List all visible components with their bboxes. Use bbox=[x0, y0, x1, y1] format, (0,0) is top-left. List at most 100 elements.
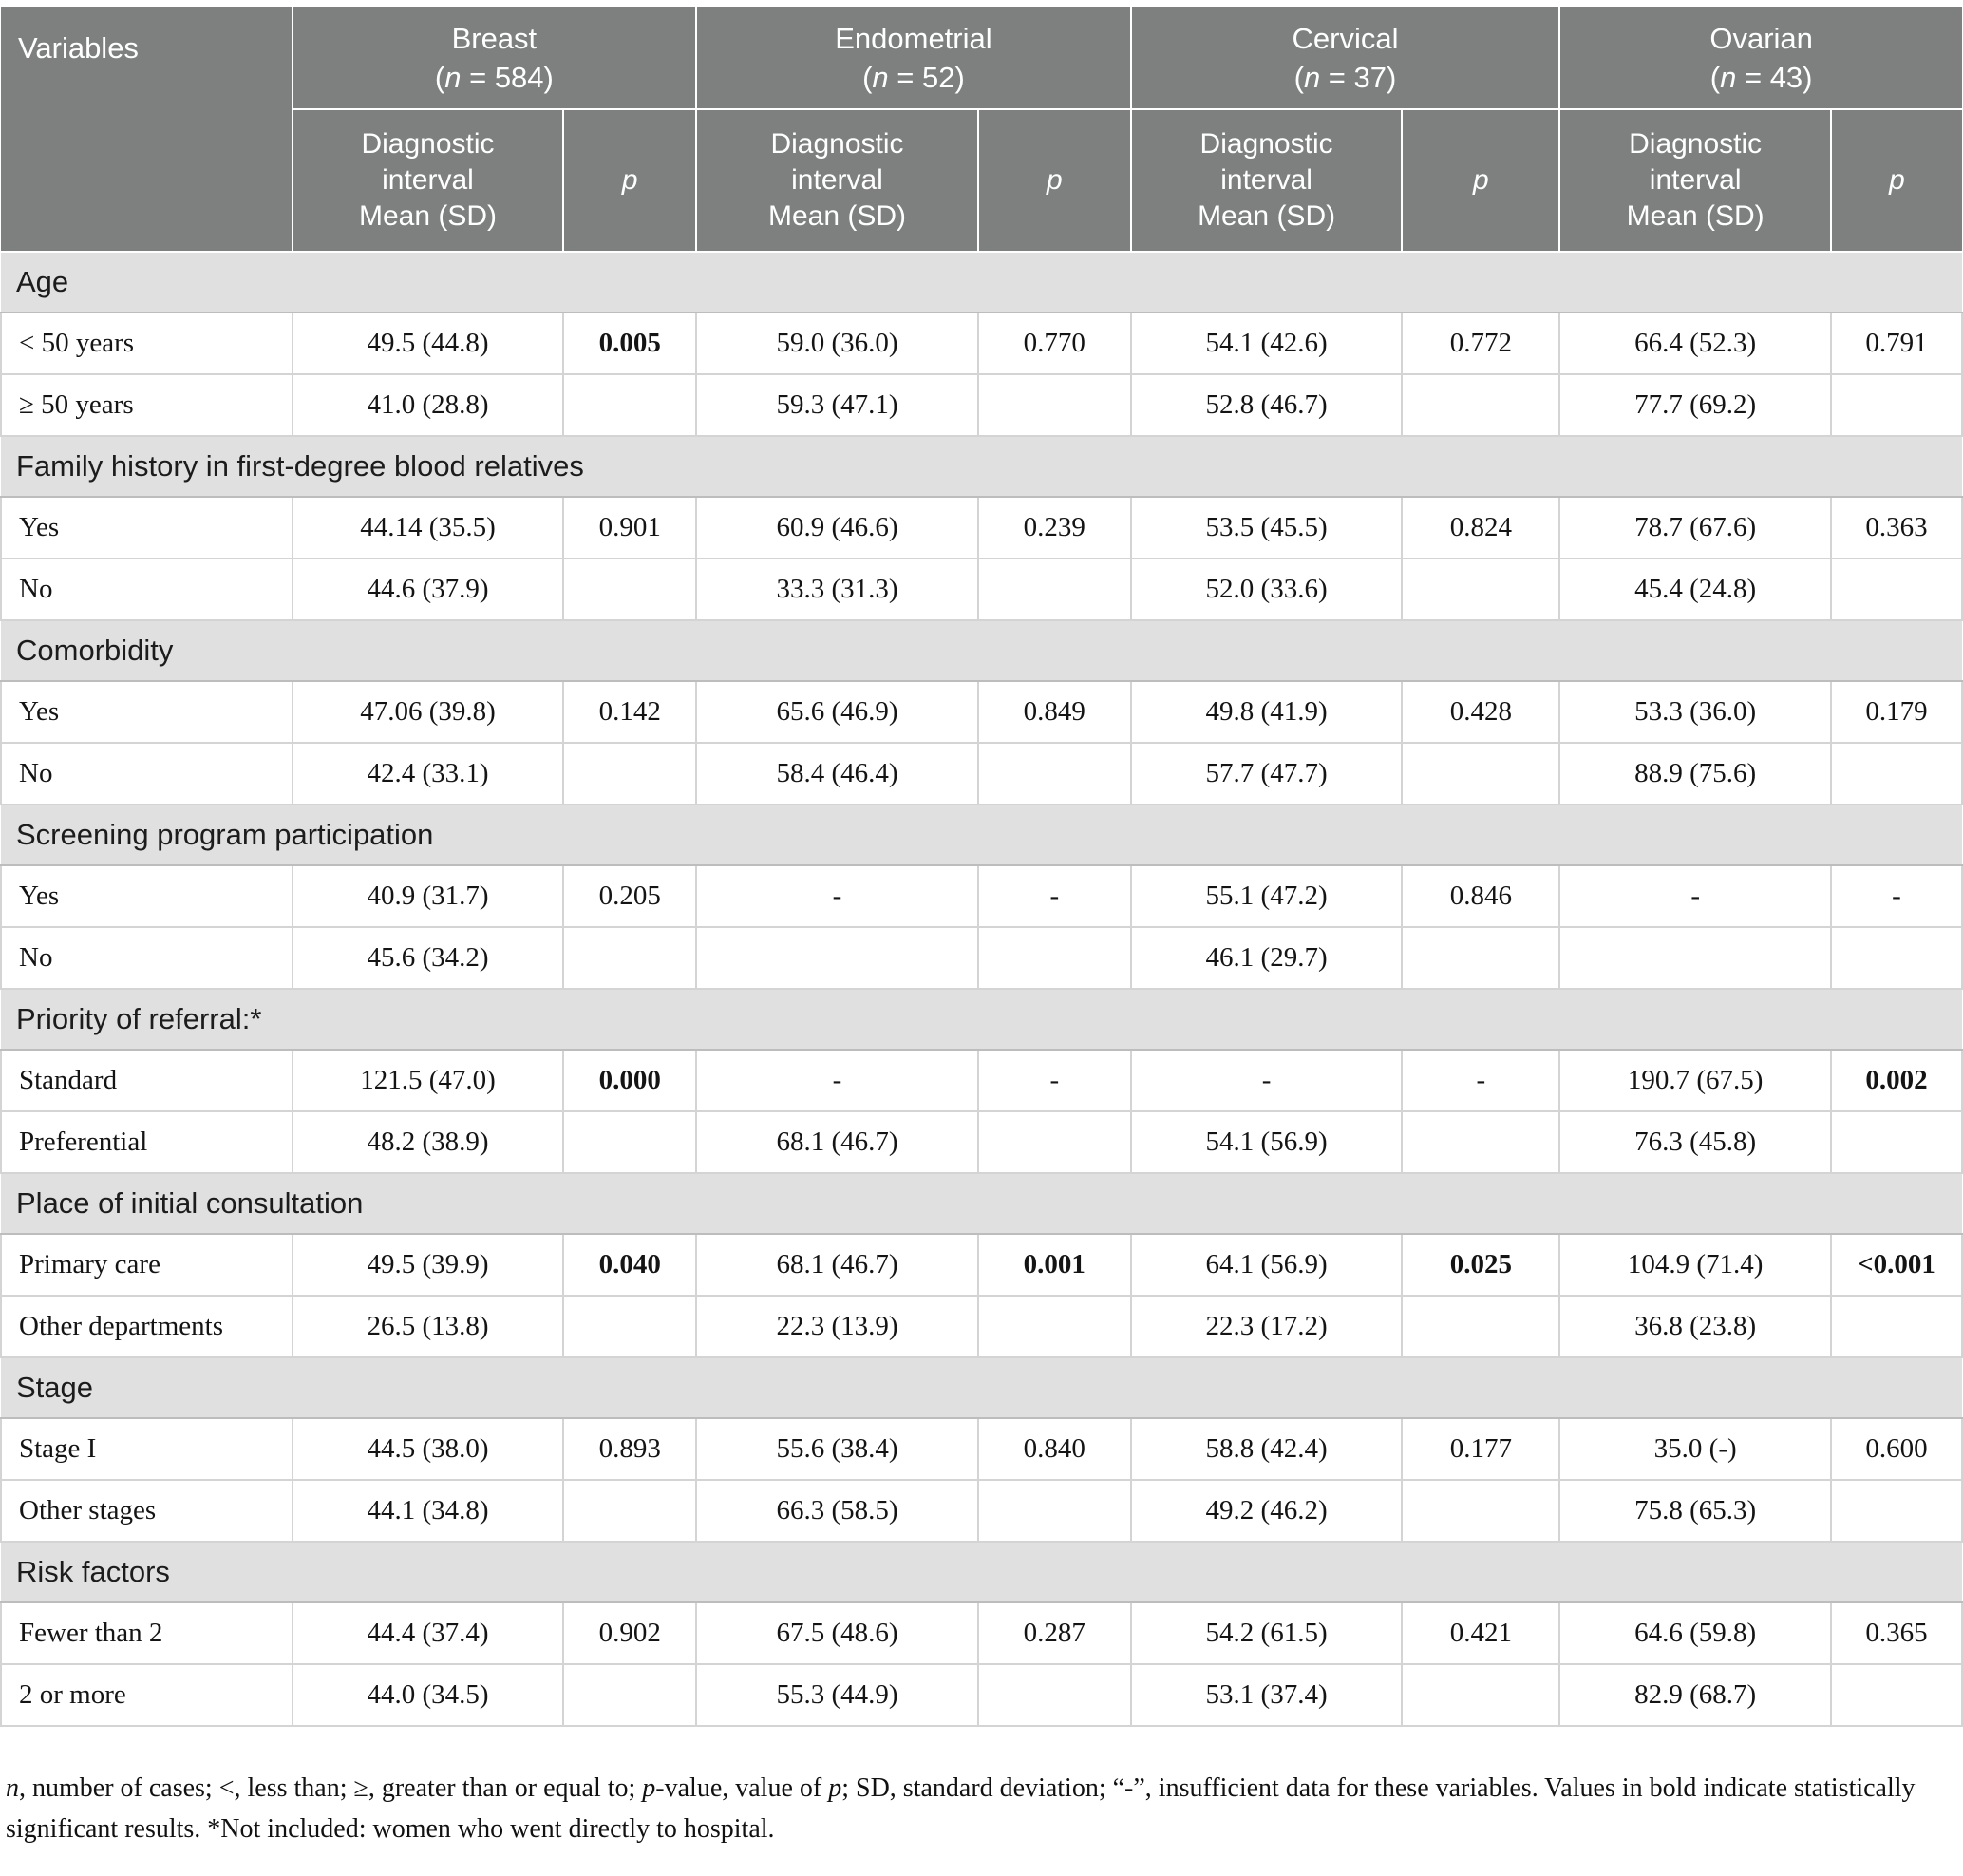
value-cell bbox=[562, 373, 698, 437]
value-cell: 60.9 (46.6) bbox=[695, 496, 979, 559]
table-row: Preferential 48.2 (38.9) 68.1 (46.7) 54.1 (… bbox=[0, 1110, 1963, 1174]
value-cell: 54.1 (42.6) bbox=[1129, 312, 1404, 375]
variables-header: Variables bbox=[1, 7, 293, 253]
di-header-line: Diagnostic bbox=[1199, 128, 1333, 160]
di-header-line: interval bbox=[791, 164, 883, 196]
value-cell: 0.428 bbox=[1401, 680, 1561, 744]
row-label: Yes bbox=[0, 496, 293, 559]
value-cell: 35.0 (-) bbox=[1558, 1417, 1833, 1481]
section-row: Comorbidity bbox=[1, 619, 1962, 682]
value-cell: 52.8 (46.7) bbox=[1129, 373, 1404, 437]
value-cell: 53.3 (36.0) bbox=[1558, 680, 1833, 744]
section-title: Age bbox=[1, 251, 1962, 313]
value-cell bbox=[976, 373, 1132, 437]
section-title: Screening program participation bbox=[1, 804, 1962, 866]
value-cell: 55.6 (38.4) bbox=[695, 1417, 979, 1481]
value-cell: 59.0 (36.0) bbox=[695, 312, 979, 375]
diagnostic-interval-header-endometrial: Diagnostic interval Mean (SD) bbox=[695, 108, 979, 253]
value-cell: - bbox=[695, 1049, 979, 1112]
di-header-line: Mean (SD) bbox=[358, 200, 498, 232]
table-row: Yes 44.14 (35.5) 0.901 60.9 (46.6) 0.239 53.5… bbox=[0, 496, 1963, 559]
value-cell bbox=[976, 926, 1132, 990]
value-cell: 53.5 (45.5) bbox=[1129, 496, 1404, 559]
di-header-line: Diagnostic bbox=[770, 128, 904, 160]
value-cell: 44.6 (37.9) bbox=[291, 558, 565, 621]
footnote-segment: -value, value of bbox=[655, 1773, 829, 1803]
row-label: Primary care bbox=[0, 1233, 293, 1297]
value-cell: 0.791 bbox=[1830, 312, 1963, 375]
value-cell: 0.770 bbox=[976, 312, 1132, 375]
value-cell bbox=[1830, 1479, 1963, 1543]
value-cell: 68.1 (46.7) bbox=[695, 1110, 979, 1174]
group-name: Breast bbox=[451, 21, 538, 55]
section-row: Priority of referral:* bbox=[1, 988, 1962, 1051]
value-cell: 42.4 (33.1) bbox=[291, 742, 565, 805]
section-row: Age bbox=[1, 251, 1962, 313]
value-cell: 88.9 (75.6) bbox=[1558, 742, 1833, 805]
diagnostic-interval-table: Variables Breast (n = 584) Endometrial (n = … bbox=[0, 7, 1963, 1727]
group-n-count: (n = 584) bbox=[434, 60, 554, 94]
row-label: Standard bbox=[0, 1049, 293, 1112]
value-cell bbox=[1830, 926, 1963, 990]
di-header-line: Mean (SD) bbox=[1626, 200, 1765, 232]
row-label: Other stages bbox=[0, 1479, 293, 1543]
value-cell: 66.4 (52.3) bbox=[1558, 312, 1833, 375]
value-cell bbox=[562, 558, 698, 621]
table-row: ≥ 50 years 41.0 (28.8) 59.3 (47.1) 52.8 (46… bbox=[0, 373, 1963, 437]
value-cell: 26.5 (13.8) bbox=[291, 1295, 565, 1358]
value-cell: 48.2 (38.9) bbox=[291, 1110, 565, 1174]
value-cell: 33.3 (31.3) bbox=[695, 558, 979, 621]
p-value-header-ovarian: p bbox=[1830, 108, 1962, 253]
value-cell: 55.1 (47.2) bbox=[1129, 864, 1404, 928]
p-value-header-breast: p bbox=[562, 108, 698, 253]
value-cell: 49.5 (39.9) bbox=[291, 1233, 565, 1297]
value-cell: 49.5 (44.8) bbox=[291, 312, 565, 375]
table-row: Yes 47.06 (39.8) 0.142 65.6 (46.9) 0.849 49.8… bbox=[0, 680, 1963, 744]
value-cell: 0.239 bbox=[976, 496, 1132, 559]
value-cell bbox=[1401, 1295, 1561, 1358]
section-row: Screening program participation bbox=[1, 804, 1962, 866]
value-cell bbox=[1401, 742, 1561, 805]
group-header-ovarian: Ovarian (n = 43) bbox=[1558, 7, 1962, 110]
table-footnote: n, number of cases; <, less than; ≥, gre… bbox=[0, 1753, 1963, 1849]
value-cell: - bbox=[976, 864, 1132, 928]
value-cell: 0.005 bbox=[562, 312, 698, 375]
value-cell: 68.1 (46.7) bbox=[695, 1233, 979, 1297]
value-cell: 55.3 (44.9) bbox=[695, 1663, 979, 1727]
value-cell: 44.0 (34.5) bbox=[291, 1663, 565, 1727]
value-cell: 82.9 (68.7) bbox=[1558, 1663, 1833, 1727]
value-cell bbox=[1401, 373, 1561, 437]
di-header-line: Diagnostic bbox=[361, 128, 495, 160]
table-row: < 50 years 49.5 (44.8) 0.005 59.0 (36.0) 0.7… bbox=[0, 312, 1963, 375]
table-row: Stage I 44.5 (38.0) 0.893 55.6 (38.4) 0.840 5… bbox=[0, 1417, 1963, 1481]
diagnostic-interval-header-ovarian: Diagnostic interval Mean (SD) bbox=[1558, 108, 1833, 253]
value-cell: 67.5 (48.6) bbox=[695, 1601, 979, 1665]
value-cell bbox=[976, 742, 1132, 805]
group-name: Cervical bbox=[1292, 21, 1399, 55]
table-row: 2 or more 44.0 (34.5) 55.3 (44.9) 53.1 (37.… bbox=[0, 1663, 1963, 1727]
table-row: Primary care 49.5 (39.9) 0.040 68.1 (46.7) 0… bbox=[0, 1233, 1963, 1297]
value-cell bbox=[1401, 558, 1561, 621]
value-cell: 36.8 (23.8) bbox=[1558, 1295, 1833, 1358]
footnote-segment: p bbox=[642, 1773, 656, 1803]
value-cell: 0.824 bbox=[1401, 496, 1561, 559]
section-title: Stage bbox=[1, 1356, 1962, 1419]
row-label: Other departments bbox=[0, 1295, 293, 1358]
value-cell bbox=[562, 742, 698, 805]
value-cell bbox=[976, 1663, 1132, 1727]
value-cell: 65.6 (46.9) bbox=[695, 680, 979, 744]
row-label: 2 or more bbox=[0, 1663, 293, 1727]
value-cell: 58.4 (46.4) bbox=[695, 742, 979, 805]
value-cell: 0.901 bbox=[562, 496, 698, 559]
value-cell: - bbox=[1129, 1049, 1404, 1112]
row-label: Yes bbox=[0, 864, 293, 928]
header-group-row: Variables Breast (n = 584) Endometrial (n = … bbox=[1, 7, 1962, 253]
section-row: Family history in first-degree blood rel… bbox=[1, 435, 1962, 498]
value-cell bbox=[1830, 373, 1963, 437]
n-symbol: n bbox=[1720, 60, 1737, 94]
value-cell bbox=[1401, 926, 1561, 990]
value-cell: 54.2 (61.5) bbox=[1129, 1601, 1404, 1665]
value-cell: 0.025 bbox=[1401, 1233, 1561, 1297]
table-body: Age < 50 years 49.5 (44.8) 0.005 59.0 (36.0)… bbox=[0, 251, 1963, 1727]
